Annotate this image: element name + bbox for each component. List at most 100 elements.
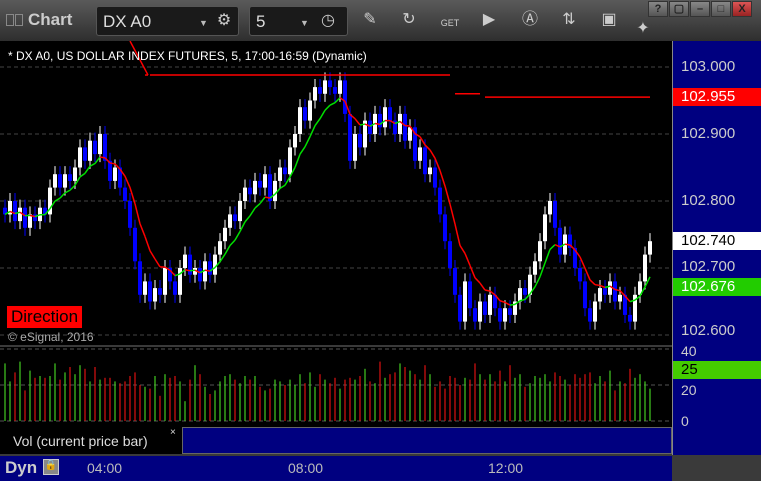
minimize-button[interactable]: – (690, 1, 710, 17)
candle-body (558, 227, 562, 255)
price-tick: 102.700 (681, 258, 736, 275)
ma-segment (34, 213, 41, 218)
ma-segment (124, 175, 131, 188)
ma-segment (29, 214, 36, 218)
candle-body (498, 308, 502, 322)
candle-body (463, 281, 467, 322)
candle-body (43, 207, 47, 215)
ma-segment (269, 193, 276, 199)
drag-grip-icon[interactable] (15, 14, 23, 26)
settings-gear-icon[interactable]: ⚙ (216, 12, 232, 29)
candle-body (318, 87, 322, 94)
refresh-icon[interactable]: ↻ (402, 11, 416, 28)
ma-segment (474, 277, 481, 284)
restore-button[interactable]: ▢ (669, 1, 689, 17)
candle-body (458, 294, 462, 322)
candle-body (308, 100, 312, 121)
comment-icon[interactable]: ▣ (601, 11, 617, 28)
candle-body (8, 201, 12, 215)
drag-grip-icon[interactable] (6, 14, 14, 26)
ma-segment (324, 104, 331, 111)
ma-segment (259, 196, 266, 205)
ma-segment (434, 157, 441, 171)
candle-body (143, 281, 147, 295)
ma-segment (119, 168, 126, 177)
candle-body (333, 87, 337, 94)
ma-segment (194, 269, 201, 274)
ma-segment (309, 125, 316, 137)
candle-body (153, 288, 157, 302)
candle-body (18, 207, 22, 222)
candle-body (313, 87, 317, 101)
ma-segment (394, 120, 401, 125)
stop-segment (129, 41, 149, 76)
candle-body (283, 167, 287, 175)
candle-body (213, 254, 217, 275)
candle-body (488, 294, 492, 315)
candle-body (223, 227, 227, 242)
alert-icon[interactable]: Ⓐ (521, 11, 538, 28)
ma-segment (359, 123, 366, 126)
ma-segment (179, 269, 186, 275)
maximize-button[interactable]: □ (711, 1, 731, 17)
candle-body (193, 268, 197, 275)
ma-segment (164, 266, 171, 271)
help-button[interactable]: ? (648, 1, 668, 17)
swap-icon[interactable]: ⇅ (562, 11, 576, 28)
ma-segment (204, 269, 211, 272)
volume-panel[interactable] (0, 347, 672, 427)
candle-body (108, 160, 112, 181)
candle-body (598, 288, 602, 302)
chevron-down-icon[interactable]: ▼ (300, 18, 309, 28)
interval-input[interactable]: 5 ▼ ◷ (249, 6, 348, 36)
clock-icon[interactable]: ◷ (321, 12, 335, 29)
copyright: © eSignal, 2016 (8, 330, 94, 344)
ma-segment (149, 250, 156, 260)
ma-segment (244, 215, 251, 223)
ma-segment (104, 157, 111, 164)
candle-body (233, 214, 237, 222)
ma-segment (469, 265, 476, 279)
lock-icon[interactable]: 🔒 (43, 459, 59, 475)
candle-body (378, 113, 382, 128)
candle-body (228, 214, 232, 228)
ma-segment (554, 243, 561, 248)
ma-segment (414, 133, 421, 138)
ma-segment (419, 136, 426, 146)
study-area (182, 427, 672, 454)
candle-body (538, 241, 542, 262)
candle-body (188, 254, 192, 275)
price-chart[interactable]: * DX A0, US DOLLAR INDEX FUTURES, 5, 17:… (0, 41, 672, 345)
play-icon[interactable]: ▶ (482, 11, 496, 28)
candle-body (548, 201, 552, 215)
dyn-mode[interactable]: Dyn (5, 458, 38, 477)
ma-segment (364, 123, 371, 127)
ma-segment (234, 231, 241, 241)
candle-body (28, 214, 32, 228)
ma-segment (74, 176, 81, 186)
candle-body (433, 167, 437, 188)
twitter-icon[interactable]: ✦ (636, 20, 650, 37)
candle-body (393, 120, 397, 134)
candle-body (238, 201, 242, 222)
symbol-input[interactable]: DX A0 ▼ ⚙ (96, 6, 239, 36)
candle-body (568, 234, 572, 248)
close-button[interactable]: X (732, 1, 752, 17)
candle-body (303, 107, 307, 121)
candle-body (363, 120, 367, 148)
pencil-icon[interactable]: ✎ (363, 11, 377, 28)
symbol-value: DX A0 (103, 12, 152, 31)
ma-segment (489, 290, 496, 296)
candle-body (553, 201, 557, 228)
candle-body (328, 80, 332, 88)
candle-body (588, 308, 592, 322)
ma-segment (89, 162, 96, 167)
get-icon[interactable]: GET (440, 18, 460, 28)
price-axis[interactable]: 103.000 102.900 102.800 102.700 102.600 … (672, 41, 761, 455)
ma-segment (409, 125, 416, 135)
chevron-down-icon[interactable]: ▼ (199, 18, 208, 28)
candle-body (168, 268, 172, 282)
close-study-icon[interactable]: × (170, 427, 176, 438)
candle-body (93, 140, 97, 155)
time-axis[interactable]: Dyn 🔒 04:00 08:00 12:00 (0, 456, 672, 481)
